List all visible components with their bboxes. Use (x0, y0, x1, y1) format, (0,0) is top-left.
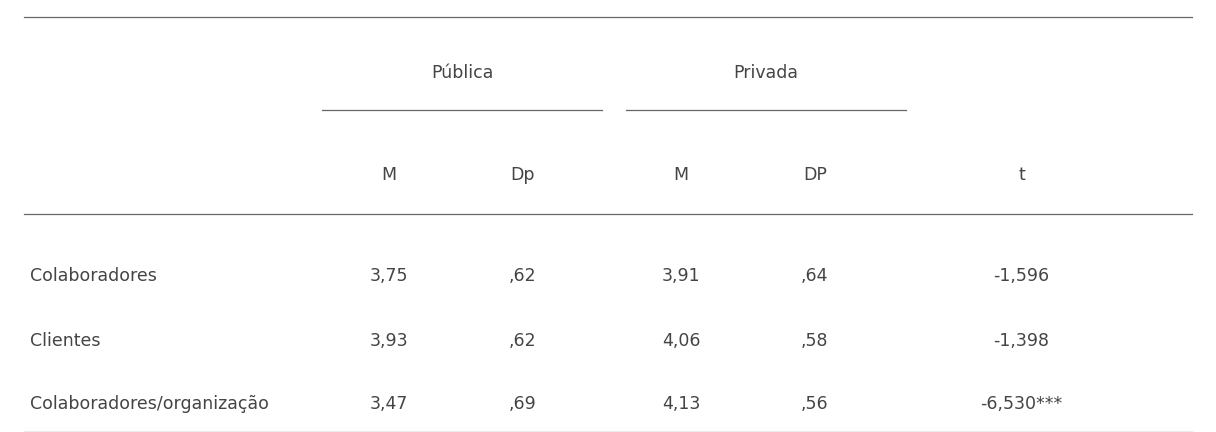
Text: ,62: ,62 (510, 332, 536, 350)
Text: ,64: ,64 (801, 267, 828, 286)
Text: Pública: Pública (430, 64, 494, 83)
Text: ,62: ,62 (510, 267, 536, 286)
Text: M: M (674, 166, 688, 184)
Text: 4,06: 4,06 (662, 332, 700, 350)
Text: 4,13: 4,13 (662, 395, 700, 413)
Text: Clientes: Clientes (30, 332, 101, 350)
Text: Dp: Dp (511, 166, 535, 184)
Text: ,56: ,56 (801, 395, 828, 413)
Text: Colaboradores/organização: Colaboradores/organização (30, 395, 269, 413)
Text: t: t (1018, 166, 1025, 184)
Text: -1,596: -1,596 (993, 267, 1049, 286)
Text: 3,75: 3,75 (370, 267, 409, 286)
Text: 3,93: 3,93 (370, 332, 409, 350)
Text: 3,47: 3,47 (370, 395, 409, 413)
Text: M: M (382, 166, 396, 184)
Text: Privada: Privada (733, 64, 799, 83)
Text: -1,398: -1,398 (993, 332, 1049, 350)
Text: -6,530***: -6,530*** (980, 395, 1063, 413)
Text: DP: DP (803, 166, 827, 184)
Text: ,58: ,58 (801, 332, 828, 350)
Text: ,69: ,69 (510, 395, 536, 413)
Text: Colaboradores: Colaboradores (30, 267, 157, 286)
Text: 3,91: 3,91 (662, 267, 700, 286)
